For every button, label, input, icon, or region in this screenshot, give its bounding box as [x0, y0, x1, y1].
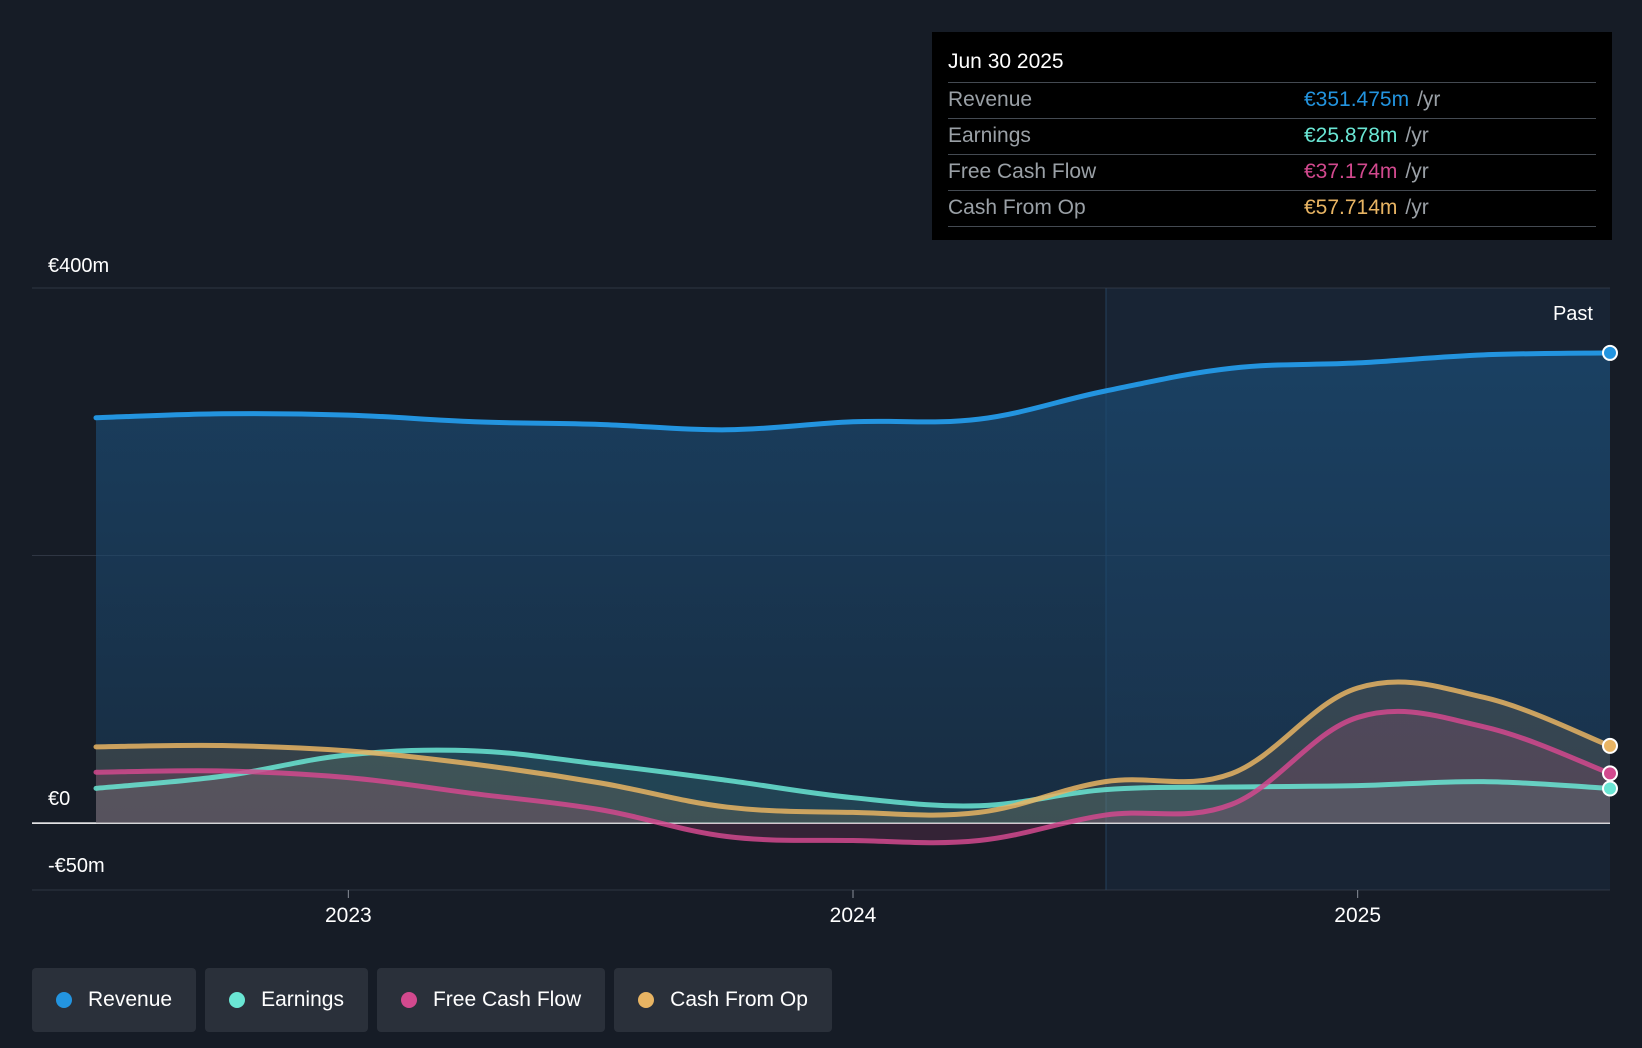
past-label: Past — [1553, 303, 1593, 325]
series-line-earnings — [93, 747, 1613, 809]
x-tick-label: 2023 — [325, 904, 372, 927]
series-end-point-earnings[interactable] — [1602, 780, 1618, 797]
x-tick-label: 2025 — [1334, 904, 1381, 927]
tooltip-value: €351.475m — [1304, 88, 1410, 111]
legend-item-revenue[interactable]: Revenue — [32, 968, 197, 1032]
series-end-point-free-cash-flow[interactable] — [1602, 765, 1618, 782]
tooltip-label: Cash From Op — [948, 196, 1086, 219]
legend: Revenue Earnings Free Cash Flow Cash Fro… — [32, 968, 832, 1032]
legend-label: Free Cash Flow — [432, 988, 582, 1011]
legend-item-free-cash-flow[interactable]: Free Cash Flow — [376, 968, 606, 1032]
legend-item-cash-from-op[interactable]: Cash From Op — [614, 968, 832, 1032]
tooltip-value: €37.174m — [1304, 160, 1398, 183]
y-tick-label-zero: €0 — [48, 788, 70, 810]
series-area-free-cash-flow — [96, 711, 1610, 843]
tooltip-date: Jun 30 2025 — [948, 46, 1596, 83]
legend-dot-icon — [638, 992, 655, 1008]
tooltip-unit: /yr — [1405, 160, 1429, 183]
tooltip-row-earnings: Earnings €25.878m /yr — [948, 119, 1596, 155]
series-line-revenue — [93, 350, 1613, 433]
legend-dot-icon — [56, 992, 72, 1008]
chart-area: €400m €0 -€50m Past 2023 2024 2025 — [32, 255, 1618, 927]
y-tick-label-bottom: -€50m — [48, 855, 105, 877]
legend-label: Revenue — [88, 988, 173, 1011]
tooltip-unit: /yr — [1405, 124, 1429, 147]
legend-dot-icon — [400, 992, 417, 1008]
tooltip-label: Revenue — [948, 88, 1033, 111]
tooltip-label: Free Cash Flow — [948, 160, 1097, 183]
legend-label: Earnings — [261, 988, 344, 1011]
tooltip-row-cash-from-op: Cash From Op €57.714m /yr — [948, 191, 1596, 227]
series-end-point-cash-from-op[interactable] — [1602, 737, 1618, 754]
series-line-cash-from-op — [93, 679, 1613, 818]
y-tick-label-top: €400m — [48, 255, 109, 277]
legend-dot-icon — [229, 992, 246, 1008]
tooltip-row-free-cash-flow: Free Cash Flow €37.174m /yr — [948, 155, 1596, 191]
series-area-revenue — [96, 352, 1610, 824]
x-tick-label: 2024 — [830, 904, 877, 927]
tooltip-unit: /yr — [1405, 196, 1429, 219]
legend-item-earnings[interactable]: Earnings — [205, 968, 368, 1032]
series-end-point-revenue[interactable] — [1602, 344, 1618, 361]
tooltip-unit: /yr — [1417, 88, 1441, 111]
legend-label: Cash From Op — [670, 988, 808, 1011]
tooltip-value: €57.714m — [1304, 196, 1398, 219]
series-line-free-cash-flow — [93, 708, 1613, 846]
tooltip-value: €25.878m — [1304, 124, 1398, 147]
tooltip: Jun 30 2025 Revenue €351.475m /yr Earnin… — [932, 32, 1612, 240]
tooltip-row-revenue: Revenue €351.475m /yr — [948, 83, 1596, 119]
tooltip-label: Earnings — [948, 124, 1031, 147]
